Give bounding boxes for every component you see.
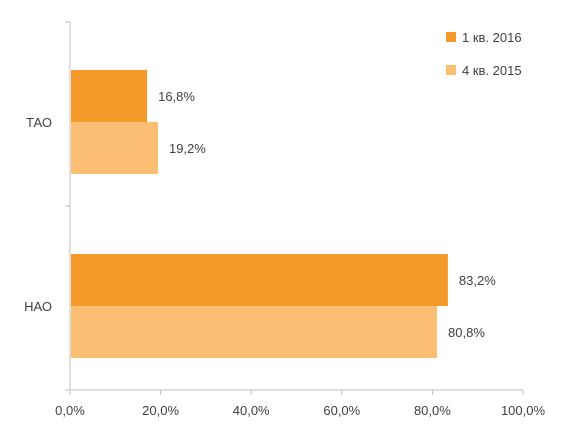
x-tick-label: 80,0% — [414, 403, 451, 418]
legend-label: 1 кв. 2016 — [462, 30, 522, 45]
bar — [71, 70, 148, 122]
bar — [71, 254, 448, 306]
data-label: 16,8% — [158, 89, 195, 104]
legend-swatch — [446, 65, 456, 75]
x-tick-label: 100,0% — [501, 403, 546, 418]
category-label: ТАО — [26, 115, 52, 130]
data-label: 83,2% — [459, 273, 496, 288]
x-tick-label: 20,0% — [142, 403, 179, 418]
x-tick-label: 0,0% — [55, 403, 85, 418]
legend-label: 4 кв. 2015 — [462, 63, 522, 78]
legend: 1 кв. 2016 4 кв. 2015 — [446, 30, 522, 78]
bar — [71, 306, 438, 358]
bar-group — [71, 70, 448, 358]
x-tick-label: 60,0% — [323, 403, 360, 418]
data-label: 80,8% — [448, 325, 485, 340]
data-label: 19,2% — [169, 141, 206, 156]
category-label: НАО — [24, 299, 52, 314]
bar — [71, 122, 158, 174]
legend-swatch — [446, 32, 456, 42]
data-label-group: ТАО 16,8% 19,2% НАО 83,2% 80,8% — [24, 89, 496, 340]
x-tick-label: 40,0% — [233, 403, 270, 418]
chart-axes: 0,0% 20,0% 40,0% 60,0% 80,0% 100,0% — [55, 21, 546, 418]
